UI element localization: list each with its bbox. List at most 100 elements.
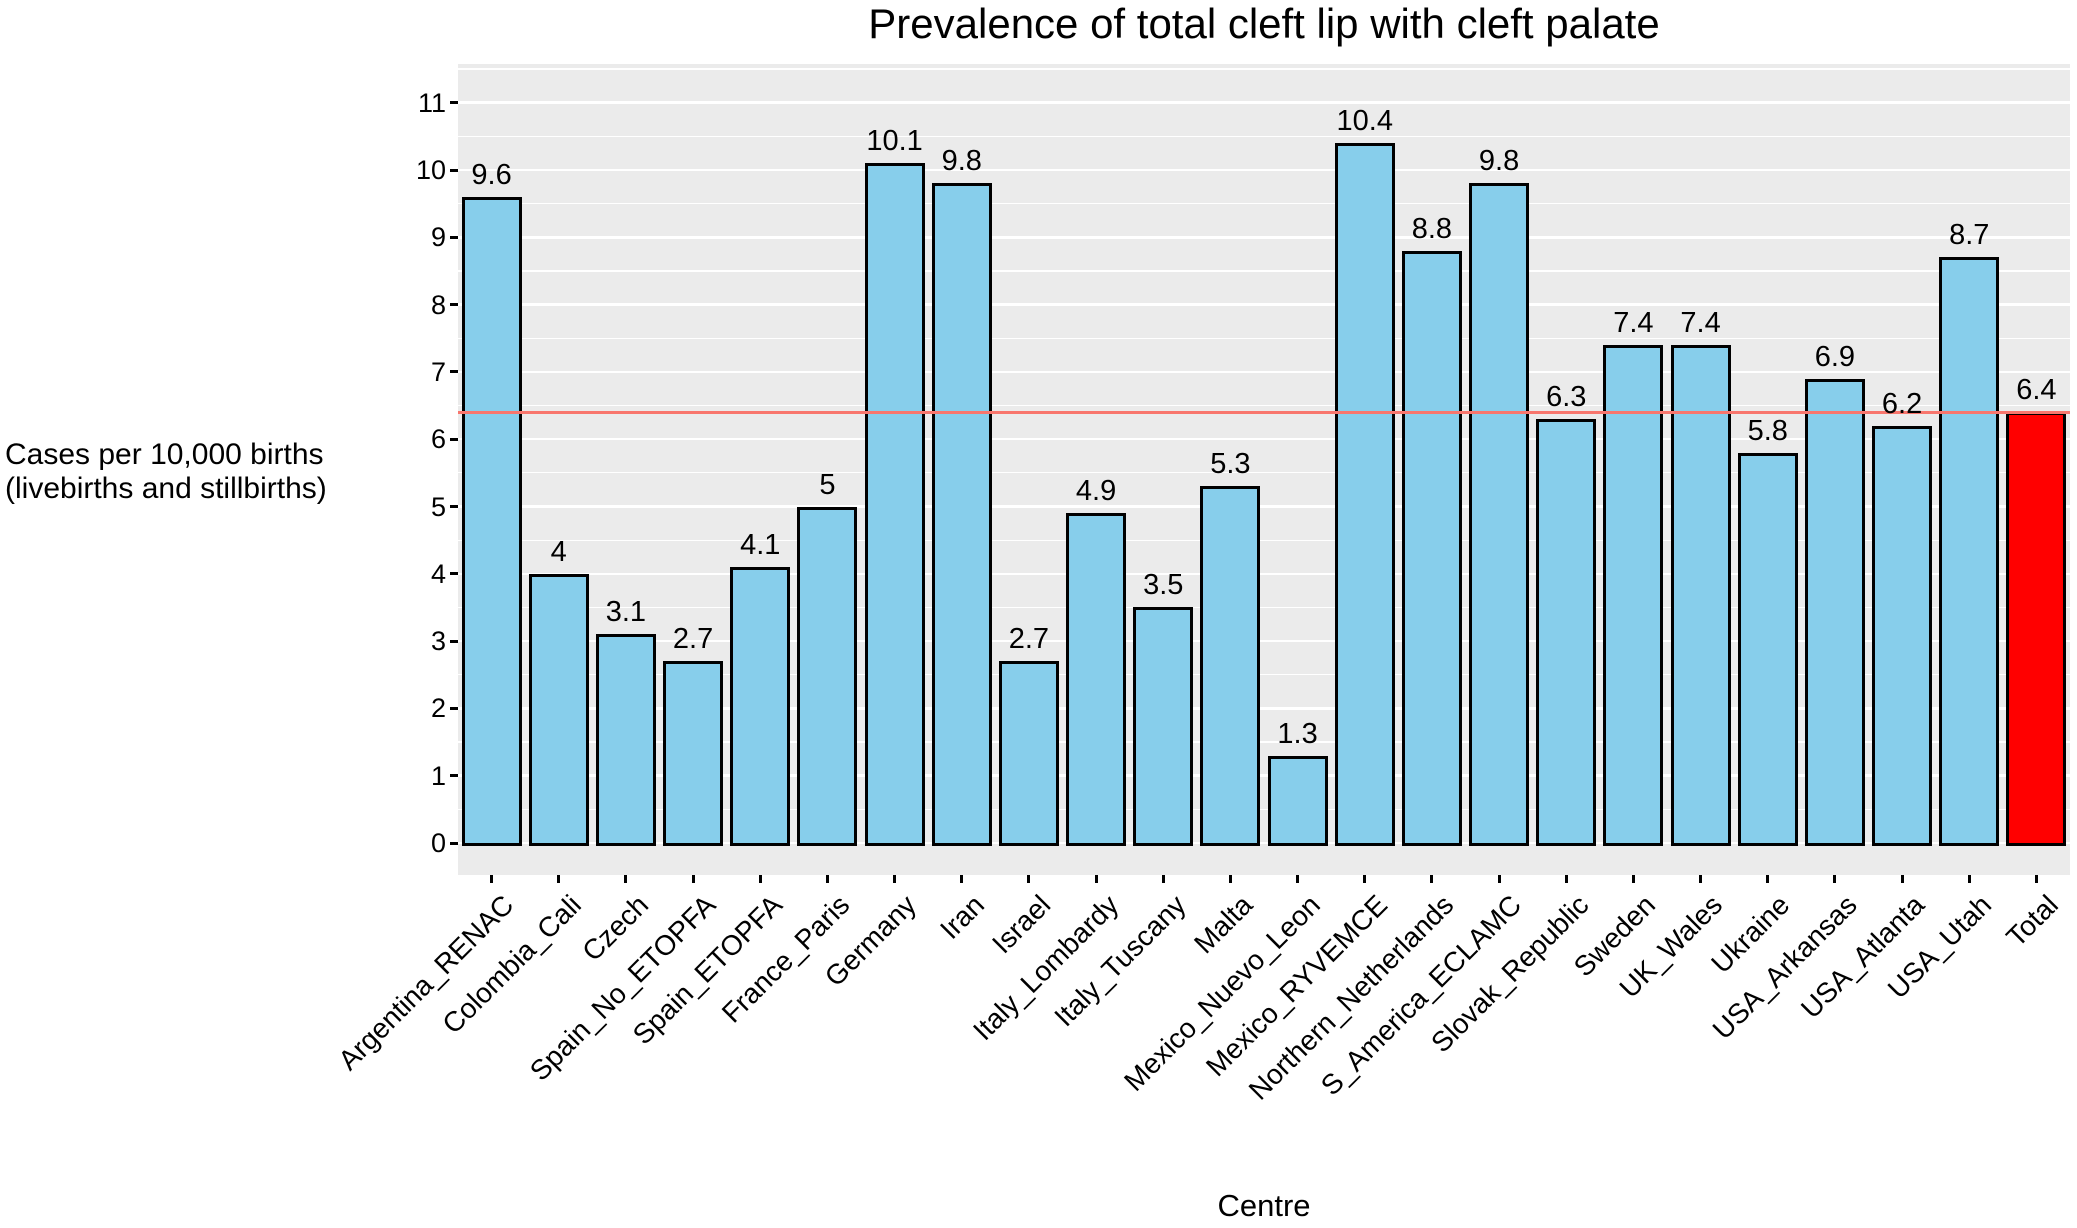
bar-value-label: 1.3	[1277, 717, 1318, 750]
gridline-minor	[458, 741, 2070, 743]
plot-panel	[458, 64, 2070, 875]
bar-value-label: 9.8	[941, 145, 982, 178]
y-axis-tick-label: 3	[430, 626, 446, 657]
gridline-minor	[458, 674, 2070, 676]
bar-value-label: 6.4	[2016, 374, 2057, 407]
y-axis-title: Cases per 10,000 births (livebirths and …	[5, 438, 327, 505]
bar-value-label: 4	[550, 535, 567, 568]
gridline-major	[458, 639, 2070, 643]
gridline-major	[458, 236, 2070, 239]
x-axis-tick	[1296, 875, 1300, 883]
x-axis-tick	[557, 875, 561, 883]
bar	[931, 183, 992, 846]
gridline-major	[458, 505, 2070, 508]
x-axis-tick	[1497, 875, 1501, 883]
gridline-minor	[458, 808, 2070, 810]
y-axis-tick-label: 0	[430, 828, 446, 858]
y-axis-tick	[450, 101, 458, 105]
bar	[1939, 257, 2000, 846]
y-axis-tick-label: 10	[415, 155, 446, 185]
y-axis-tick	[450, 774, 458, 778]
bar-value-label: 5.8	[1747, 414, 1788, 447]
gridline-major	[458, 774, 2070, 777]
x-axis-tick	[1228, 875, 1232, 883]
x-axis-tick	[691, 875, 695, 883]
x-axis-tick	[893, 875, 897, 883]
bar-value-label: 3.1	[605, 596, 647, 629]
reference-line	[458, 410, 2070, 414]
gridline-major	[458, 572, 2070, 576]
x-axis-tick	[1833, 875, 1837, 883]
gridline-minor	[458, 539, 2070, 541]
bar-value-label: 5	[819, 468, 836, 501]
x-axis-tick	[1766, 875, 1770, 883]
bar	[1737, 452, 1798, 846]
bar	[1334, 143, 1395, 846]
bar-value-label: 5.3	[1210, 448, 1251, 481]
bar-value-label: 8.8	[1411, 212, 1453, 245]
x-axis-title: Centre	[1217, 1188, 1311, 1223]
gridline-minor	[458, 203, 2070, 205]
x-axis-tick	[624, 875, 628, 883]
y-axis-tick-label: 8	[430, 289, 446, 320]
bar-value-label: 10.4	[1336, 105, 1393, 138]
bar	[528, 573, 589, 846]
bar-value-label: 7.4	[1613, 306, 1654, 339]
x-axis-tick	[1430, 875, 1434, 883]
y-axis-tick	[450, 303, 458, 307]
y-axis-tick	[450, 841, 458, 845]
x-axis-tick	[1699, 875, 1703, 883]
x-axis-tick-label: Iran	[933, 889, 990, 946]
y-axis-tick-label: 5	[430, 491, 446, 522]
bar-value-label: 8.7	[1949, 219, 1990, 252]
bar	[864, 163, 925, 846]
y-axis-tick	[450, 505, 458, 508]
x-axis-tick	[2034, 875, 2038, 883]
y-axis-tick	[450, 437, 458, 441]
bar	[1603, 344, 1664, 846]
y-axis-tick-label: 1	[430, 760, 446, 791]
x-axis-tick	[1161, 875, 1165, 883]
x-axis-tick	[490, 875, 494, 883]
bar-value-label: 6.2	[1881, 387, 1923, 420]
bar-value-label: 7.4	[1680, 306, 1721, 339]
gridline-major	[458, 101, 2070, 104]
gridline-major	[458, 370, 2070, 374]
gridline-minor	[458, 472, 2070, 474]
gridline-minor	[458, 337, 2070, 339]
gridline-major	[458, 303, 2070, 306]
y-axis-tick	[450, 370, 458, 374]
y-axis-tick-label: 2	[430, 693, 446, 724]
bar	[998, 661, 1059, 846]
y-axis-tick	[450, 168, 458, 172]
y-axis-tick-label: 11	[417, 87, 446, 118]
bar	[1872, 425, 1933, 846]
x-axis-tick	[1900, 875, 1904, 883]
bar-value-label: 2.7	[672, 623, 714, 656]
gridline-minor	[458, 404, 2070, 407]
bar	[595, 634, 656, 846]
bar-value-label: 9.8	[1478, 145, 1520, 178]
y-axis-tick-label: 4	[430, 558, 446, 589]
bar-value-label: 3.5	[1143, 569, 1184, 602]
bar	[1200, 486, 1261, 846]
y-axis-tick-label: 6	[430, 424, 446, 455]
bar-total	[2006, 412, 2067, 846]
bar-value-label: 9.6	[471, 158, 512, 191]
bar	[1469, 183, 1530, 846]
y-axis-tick	[450, 639, 458, 643]
x-axis-tick	[1631, 875, 1635, 883]
bar	[1066, 513, 1127, 846]
bar	[730, 567, 791, 846]
x-axis-tick	[1363, 875, 1367, 883]
y-axis-tick	[450, 706, 458, 710]
gridline-major	[458, 168, 2070, 172]
gridline-major	[458, 707, 2070, 710]
gridline-major	[458, 841, 2070, 845]
bar	[1670, 344, 1731, 846]
x-axis-tick	[1094, 875, 1098, 883]
x-axis-tick	[1564, 875, 1568, 883]
bar	[797, 506, 858, 846]
gridline-major	[458, 437, 2070, 441]
